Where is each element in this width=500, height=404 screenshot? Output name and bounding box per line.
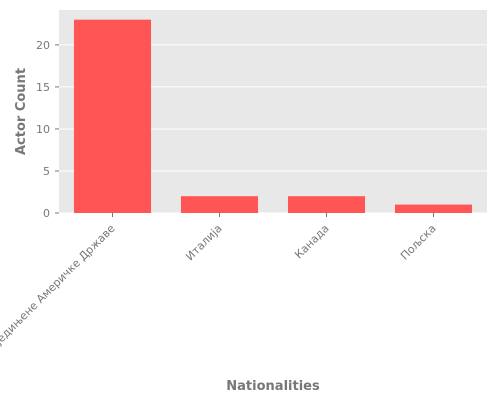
x-tick-label: Сједињене Америчке Државе xyxy=(0,222,118,353)
bar-0 xyxy=(73,19,152,213)
y-tick-label: 0 xyxy=(43,207,50,220)
x-tick-label: Пољска xyxy=(398,222,439,263)
y-tick-label: 5 xyxy=(43,165,50,178)
bars xyxy=(73,19,473,213)
bar-2 xyxy=(287,196,366,213)
x-tick-label: Канада xyxy=(292,222,331,261)
x-axis-label: Nationalities xyxy=(226,379,320,394)
x-axis: Сједињене Америчке Државе Италија Канада По… xyxy=(0,213,439,353)
y-tick-label: 15 xyxy=(36,81,50,94)
y-axis-label: Actor Count xyxy=(14,68,29,155)
y-tick-label: 20 xyxy=(36,39,50,52)
y-axis: 0 5 10 15 20 xyxy=(36,39,59,220)
bar-1 xyxy=(180,196,259,213)
x-tick-label: Италија xyxy=(183,222,224,263)
bar-3 xyxy=(394,204,473,213)
y-tick-label: 10 xyxy=(36,123,50,136)
